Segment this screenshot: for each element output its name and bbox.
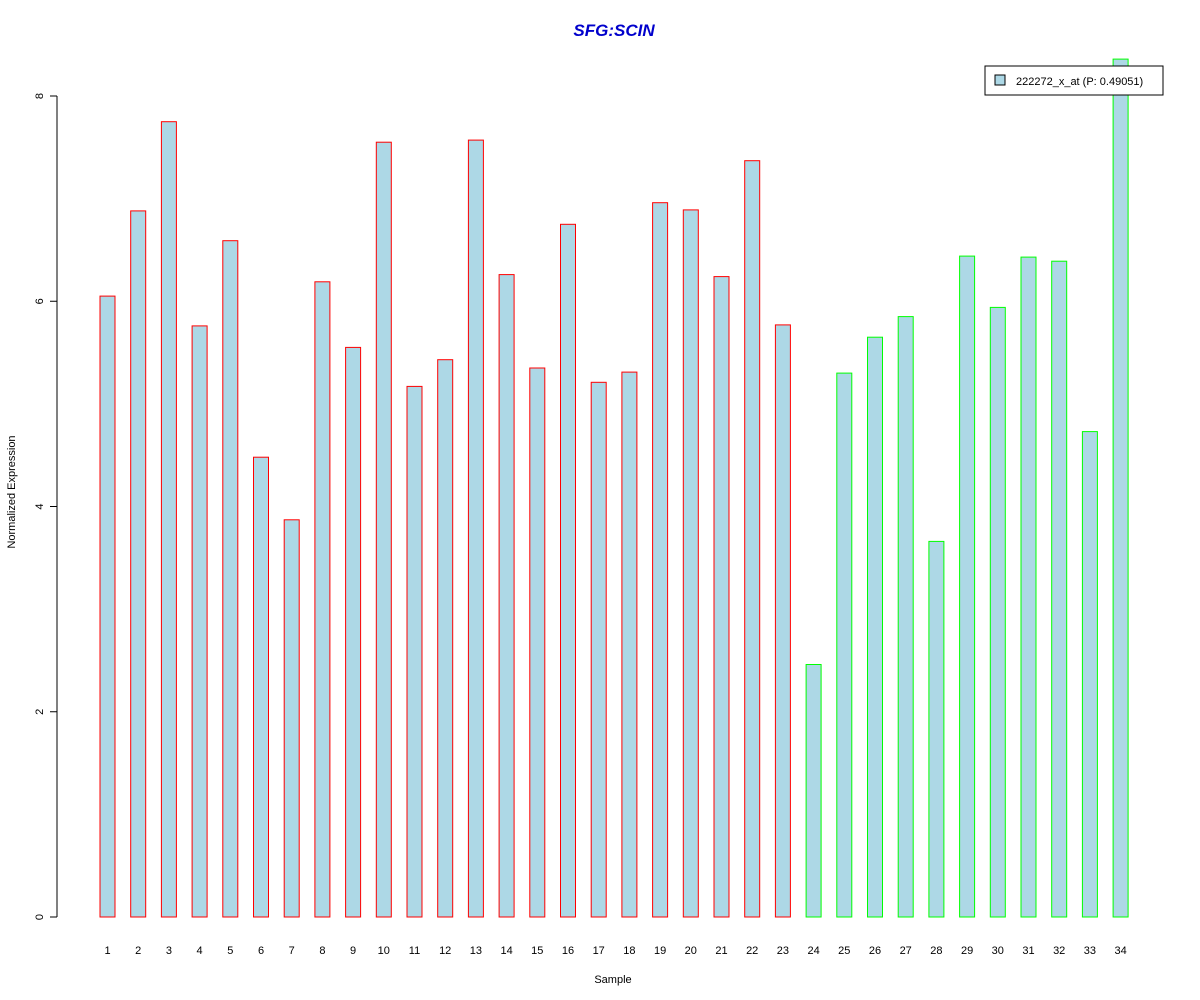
x-axis-label: Sample: [594, 974, 631, 986]
x-tick-label: 12: [439, 945, 451, 957]
bar-sample-9: [345, 346, 362, 918]
legend-label: 222272_x_at (P: 0.49051): [1016, 76, 1143, 88]
bar-sample-12: [437, 359, 454, 918]
x-tick-label: 27: [900, 945, 912, 957]
x-tick-label: 19: [654, 945, 666, 957]
y-axis-label: Normalized Expression: [6, 435, 18, 548]
x-tick-label: 24: [807, 945, 819, 957]
legend-box: [984, 65, 1164, 96]
bar-sample-17: [590, 381, 607, 918]
x-tick-label: 7: [289, 945, 295, 957]
bar-sample-6: [253, 456, 269, 918]
y-tick-label: 2: [34, 709, 46, 715]
bars: [99, 58, 1129, 918]
y-tick-label: 6: [34, 298, 46, 304]
x-tick-label: 31: [1022, 945, 1034, 957]
bar-sample-11: [406, 385, 423, 918]
x-tick-label: 25: [838, 945, 850, 957]
bar-sample-21: [713, 276, 730, 918]
bar-sample-27: [897, 316, 914, 918]
bar-sample-30: [989, 306, 1006, 918]
x-tick-label: 1: [104, 945, 110, 957]
x-tick-label: 28: [930, 945, 942, 957]
bar-sample-29: [959, 255, 976, 918]
x-tick-label: 15: [531, 945, 543, 957]
bar-sample-8: [314, 281, 331, 918]
bar-sample-15: [529, 367, 546, 918]
y-axis: 0 2 4 6 8: [34, 93, 58, 920]
bar-sample-1: [99, 295, 116, 918]
x-tick-label: 22: [746, 945, 758, 957]
bar-sample-16: [560, 223, 576, 918]
x-tick-label: 4: [197, 945, 203, 957]
x-tick-label: 20: [685, 945, 697, 957]
y-tick-label: 4: [34, 503, 46, 509]
y-tick-label: 8: [34, 93, 46, 99]
x-tick-label: 21: [715, 945, 727, 957]
bar-sample-10: [375, 141, 392, 918]
x-tick-label: 3: [166, 945, 172, 957]
x-tick-label: 26: [869, 945, 881, 957]
x-tick-label: 10: [378, 945, 390, 957]
x-tick-label: 9: [350, 945, 356, 957]
y-tick-label: 0: [34, 914, 46, 920]
bar-sample-26: [867, 336, 883, 918]
x-tick-label: 13: [470, 945, 482, 957]
bar-sample-13: [467, 139, 484, 918]
legend-swatch: [994, 74, 1006, 86]
bar-sample-2: [130, 210, 147, 918]
bar-sample-33: [1081, 431, 1098, 918]
bar-sample-24: [805, 664, 822, 918]
x-tick-label: 30: [992, 945, 1004, 957]
chart-title: SFG:SCIN: [573, 21, 655, 40]
x-tick-labels: 1 2 3 4 5 6 7 8 9 10 11 12 13 14 15 16 17 18 19 20 21 22 23 24 2…: [104, 945, 1126, 957]
x-tick-label: 33: [1084, 945, 1096, 957]
x-tick-label: 17: [593, 945, 605, 957]
bar-sample-23: [774, 324, 791, 918]
bar-sample-20: [682, 209, 699, 918]
bar-sample-19: [652, 202, 669, 918]
x-tick-label: 6: [258, 945, 264, 957]
x-tick-label: 16: [562, 945, 574, 957]
legend: 222272_x_at (P: 0.49051): [984, 65, 1164, 96]
bar-sample-3: [160, 121, 177, 918]
x-tick-label: 14: [500, 945, 512, 957]
bar-sample-34: [1112, 58, 1129, 918]
bar-sample-22: [744, 160, 761, 918]
x-tick-label: 23: [777, 945, 789, 957]
x-tick-label: 2: [135, 945, 141, 957]
bar-sample-28: [928, 540, 945, 918]
x-tick-label: 8: [319, 945, 325, 957]
bar-sample-5: [222, 240, 239, 918]
x-tick-label: 29: [961, 945, 973, 957]
bar-sample-4: [191, 325, 208, 918]
bar-sample-32: [1051, 260, 1068, 918]
bar-sample-18: [621, 371, 638, 918]
x-tick-label: 5: [227, 945, 233, 957]
x-tick-label: 18: [623, 945, 635, 957]
bar-sample-31: [1020, 256, 1037, 918]
x-tick-label: 11: [409, 945, 420, 957]
bar-sample-25: [836, 372, 853, 918]
bar-sample-14: [498, 274, 515, 918]
bar-sample-7: [283, 519, 300, 918]
x-tick-label: 32: [1053, 945, 1065, 957]
x-tick-label: 34: [1114, 945, 1126, 957]
